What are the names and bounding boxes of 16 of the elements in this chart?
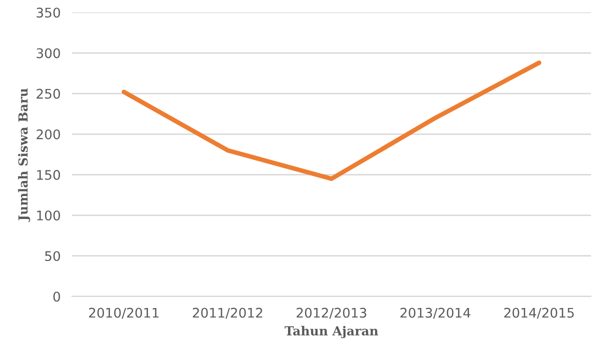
x-axis-title: Tahun Ajaran [284, 326, 378, 338]
y-tick-label: 300 [36, 48, 60, 58]
x-tick-label: 2010/2011 [89, 308, 158, 319]
y-tick-label: 150 [37, 170, 60, 180]
y-tick-label: 100 [37, 210, 60, 220]
x-tick-label: 2014/2015 [504, 308, 574, 319]
y-tick-label: 50 [45, 251, 60, 262]
x-tick-label: 2013/2014 [400, 308, 470, 319]
line-series [122, 60, 542, 181]
x-tick-label: 2011/2012 [192, 308, 262, 319]
y-tick-label: 350 [36, 8, 60, 18]
y-axis-title: Jumlah Siswa Baru [18, 88, 30, 222]
y-tick-label: 250 [36, 88, 60, 99]
x-tick-label: 2012/2013 [296, 308, 366, 319]
y-tick-label: 0 [53, 292, 60, 302]
y-tick-label: 200 [36, 129, 60, 140]
